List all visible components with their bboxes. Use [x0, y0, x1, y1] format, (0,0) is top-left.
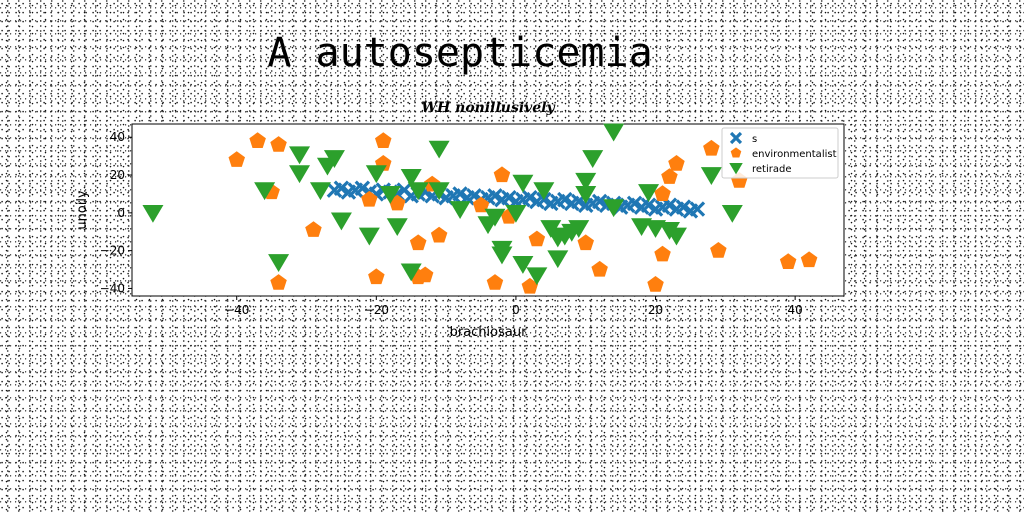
legend-marker [729, 131, 743, 145]
retirade-point [665, 227, 687, 246]
environmentalist-point [361, 190, 378, 207]
environmentalist-point [368, 268, 385, 285]
environmentalist-point [409, 234, 427, 251]
retirade-point [484, 208, 506, 227]
environmentalist-point [493, 166, 511, 183]
environmentalist-point [647, 276, 664, 292]
retirade-point [575, 186, 597, 204]
x-axis-label: brachiosaur [450, 325, 527, 340]
retirade-point [638, 184, 660, 203]
retirade-point [512, 255, 534, 274]
environmentalist-point [416, 266, 434, 283]
retirade-point [142, 204, 164, 223]
environmentalist-point [375, 132, 392, 148]
chart-title: WH nonillusively [421, 100, 555, 116]
x-tick-label: −40 [224, 303, 249, 317]
retirade-point [379, 186, 401, 204]
y-axis-label: unoily [75, 190, 90, 230]
x-tick-label: 0 [512, 303, 520, 317]
retirade-point [491, 240, 513, 259]
y-tick-label: 40 [110, 130, 125, 144]
environmentalist-point [591, 260, 608, 277]
retirade-point [505, 204, 527, 223]
legend-label: s [752, 134, 757, 145]
environmentalist-point [779, 253, 797, 269]
s-point [689, 201, 706, 217]
environmentalist-point [486, 274, 504, 290]
environmentalist-point [710, 242, 727, 258]
environmentalist-point [270, 136, 287, 152]
environmentalist-point [800, 251, 818, 268]
environmentalist-point [228, 151, 245, 167]
y-tick-label: −20 [100, 244, 125, 258]
environmentalist-point [703, 139, 720, 156]
retirade-point [365, 165, 387, 184]
x-tick-label: 40 [787, 303, 802, 317]
retirade-point [575, 172, 597, 191]
retirade-point [400, 169, 422, 187]
environmentalist-point [270, 274, 287, 290]
environmentalist-point [249, 132, 266, 148]
environmentalist-point [661, 168, 678, 184]
y-tick-label: 20 [110, 168, 125, 182]
retirade-point [603, 199, 625, 218]
retirade-point [512, 174, 534, 193]
retirade-point [407, 182, 429, 201]
environmentalist-point [654, 185, 671, 201]
legend-marker [729, 162, 743, 175]
x-tick-label: −20 [364, 303, 389, 317]
environmentalist-point [430, 226, 448, 243]
retirade-point [449, 201, 471, 220]
y-tick-label: 0 [117, 206, 125, 220]
retirade-point [428, 140, 450, 159]
legend-label: environmentalist [752, 149, 837, 160]
environmentalist-point [668, 155, 685, 171]
retirade-point [547, 250, 569, 269]
environmentalist-point [305, 221, 322, 237]
retirade-point [526, 267, 548, 286]
retirade-point [540, 220, 562, 238]
retirade-point [358, 227, 380, 246]
environmentalist-point [577, 234, 594, 251]
legend-label: retirade [752, 164, 791, 175]
retirade-point [309, 182, 331, 201]
retirade-point [386, 218, 408, 237]
retirade-point [268, 254, 290, 272]
retirade-point [721, 204, 743, 223]
retirade-point [428, 182, 450, 201]
retirade-point [323, 150, 345, 168]
retirade-point [568, 220, 590, 238]
retirade-point [330, 212, 352, 231]
figure-title: A autosepticemia [267, 30, 653, 76]
y-tick-label: −40 [100, 281, 125, 295]
legend-marker [730, 147, 742, 158]
retirade-point [533, 182, 555, 201]
x-tick-label: 20 [648, 303, 663, 317]
retirade-point [400, 263, 422, 282]
retirade-point [289, 165, 311, 184]
environmentalist-point [654, 245, 671, 262]
environmentalist-point [521, 277, 539, 294]
retirade-point [582, 150, 604, 168]
environmentalist-point [472, 196, 490, 213]
retirade-point [289, 146, 311, 165]
retirade-point [700, 167, 722, 186]
environmentalist-point [528, 230, 546, 247]
retirade-point [254, 182, 276, 201]
retirade-point [603, 123, 625, 142]
legend-box [721, 127, 839, 179]
